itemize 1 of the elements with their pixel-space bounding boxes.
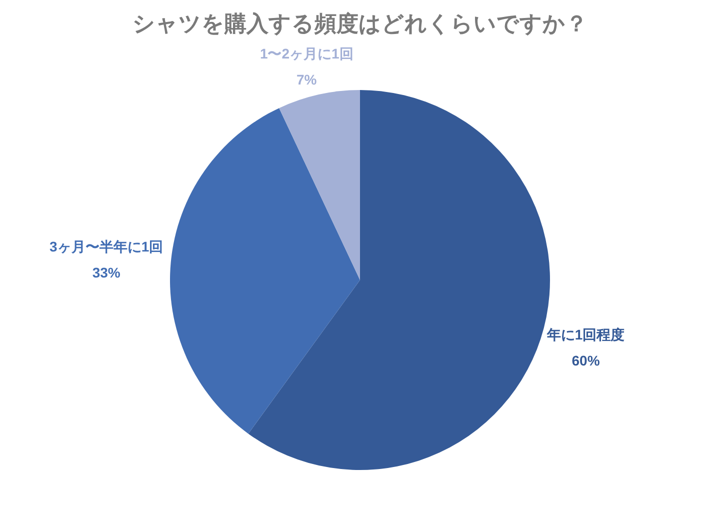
title: シャツを購入する頻度はどれくらいですか？	[132, 11, 588, 36]
